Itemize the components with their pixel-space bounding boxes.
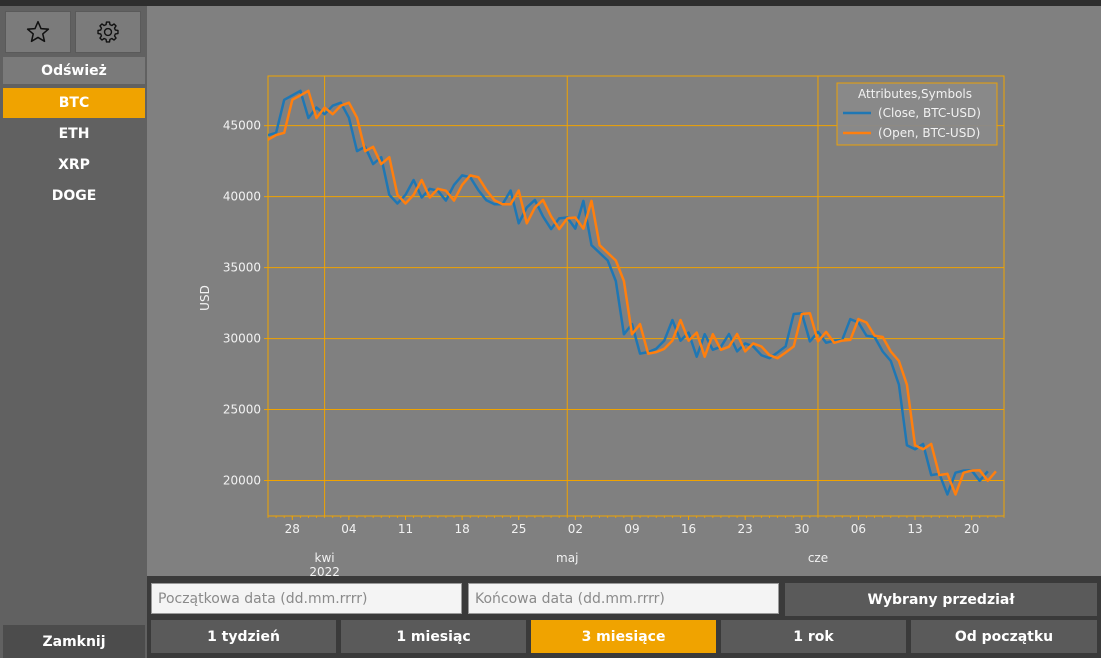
open-series-line (268, 89, 997, 496)
x-tick-label: 16 (681, 522, 696, 536)
x-month-label: kwi (315, 551, 335, 565)
refresh-button[interactable]: Odśwież (3, 57, 145, 84)
x-tick-label: 18 (454, 522, 469, 536)
coin-item-doge[interactable]: DOGE (51, 188, 97, 204)
x-tick-label: 20 (964, 522, 979, 536)
start-date-input[interactable] (151, 583, 462, 614)
star-icon (26, 20, 50, 43)
plot-frame (267, 75, 1005, 517)
x-tick-label: 30 (794, 522, 809, 536)
close-series-line (268, 89, 989, 496)
y-tick-label: 35000 (223, 261, 261, 275)
legend-title: Attributes,Symbols (858, 87, 972, 101)
close-button[interactable]: Zamknij (3, 625, 145, 658)
x-tick-label: 13 (907, 522, 922, 536)
settings-button[interactable] (75, 11, 141, 53)
x-month-label: maj (556, 551, 578, 565)
x-month-label: cze (808, 551, 828, 565)
x-tick-label: 25 (511, 522, 526, 536)
y-tick-label: 30000 (223, 332, 261, 346)
period-3-months-button[interactable]: 3 miesiące (531, 620, 716, 653)
price-chart: 20000 25000 30000 35000 40000 45000 28 04 11 18 25… (198, 75, 1005, 576)
coin-item-xrp[interactable]: XRP (58, 157, 90, 173)
period-all-time-button[interactable]: Od początku (911, 620, 1097, 653)
x-tick-label: 11 (398, 522, 413, 536)
gear-icon (97, 21, 119, 43)
coin-item-eth[interactable]: ETH (58, 126, 90, 142)
y-tick-label: 40000 (223, 190, 261, 204)
period-1-year-button[interactable]: 1 rok (721, 620, 906, 653)
x-year-label: 2022 (309, 565, 340, 576)
end-date-input[interactable] (468, 583, 779, 614)
x-tick-label: 23 (738, 522, 753, 536)
y-tick-label: 45000 (223, 119, 261, 133)
x-tick-label: 04 (341, 522, 356, 536)
selected-range-button[interactable]: Wybrany przedział (785, 583, 1097, 616)
y-tick-label: 20000 (223, 474, 261, 488)
y-axis-label: USD (198, 285, 212, 311)
x-tick-label: 06 (851, 522, 866, 536)
favorites-button[interactable] (5, 11, 71, 53)
chart-panel: 20000 25000 30000 35000 40000 45000 28 04 11 18 25… (147, 6, 1101, 576)
x-tick-label: 28 (285, 522, 300, 536)
coin-item-btc[interactable]: BTC (3, 88, 145, 118)
top-bar (0, 0, 1101, 6)
sidebar: Odśwież BTC ETH XRP DOGE Zamknij (0, 6, 147, 658)
legend-label-close: (Close, BTC-USD) (878, 106, 981, 120)
y-tick-label: 25000 (223, 403, 261, 417)
coin-list: BTC ETH XRP DOGE (3, 88, 145, 212)
x-tick-label: 09 (624, 522, 639, 536)
period-1-week-button[interactable]: 1 tydzień (151, 620, 336, 653)
chart-legend: Attributes,Symbols (Close, BTC-USD) (Ope… (836, 82, 998, 146)
x-tick-label: 02 (568, 522, 583, 536)
legend-label-open: (Open, BTC-USD) (878, 126, 980, 140)
period-1-month-button[interactable]: 1 miesiąc (341, 620, 526, 653)
